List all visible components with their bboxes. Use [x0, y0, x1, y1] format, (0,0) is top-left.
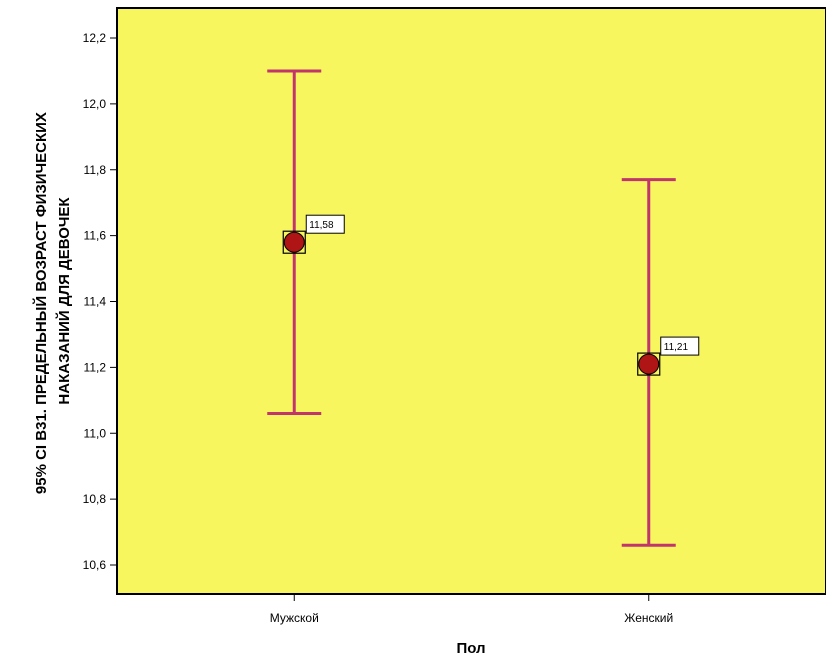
x-axis-title: Пол [456, 640, 485, 657]
y-tick-label: 11,0 [84, 426, 107, 440]
mean-marker-frame [637, 352, 661, 376]
error-bars: 11,58 11,21 [267, 69, 700, 547]
y-tick-label: 11,6 [84, 229, 107, 243]
data-label: 11,21 [664, 342, 689, 353]
data-label-box [660, 336, 700, 356]
y-axis: 10,6 10,8 11,0 11,2 11,4 11,6 11,8 12,0 12,2 [83, 31, 117, 572]
y-tick-label: 12,0 [83, 97, 107, 111]
plot-area [116, 7, 826, 595]
mean-marker [283, 231, 305, 253]
y-tick-label: 10,6 [83, 558, 107, 572]
data-label: 11,58 [309, 220, 334, 231]
mean-marker [638, 353, 660, 375]
y-tick-label: 11,4 [84, 295, 107, 309]
x-axis: Мужской Женский [270, 594, 673, 625]
y-tick-label: 12,2 [83, 31, 107, 45]
y-axis-title-line-2: НАКАЗАНИЙ ДЛЯ ДЕВОЧЕК [55, 197, 73, 405]
mean-marker-frame [282, 230, 306, 254]
y-tick-label: 11,2 [84, 360, 107, 374]
data-label-box [305, 214, 345, 234]
y-tick-label: 11,8 [84, 163, 107, 177]
y-axis-title: 95% CI В31. ПРЕДЕЛЬНЫЙ ВОЗРАСТ ФИЗИЧЕСКИ… [32, 108, 73, 494]
x-tick-label: Мужской [270, 611, 319, 625]
y-axis-title-line-1: 95% CI В31. ПРЕДЕЛЬНЫЙ ВОЗРАСТ ФИЗИЧЕСКИ… [32, 112, 50, 494]
y-tick-label: 10,8 [83, 492, 107, 506]
x-tick-label: Женский [624, 611, 673, 625]
